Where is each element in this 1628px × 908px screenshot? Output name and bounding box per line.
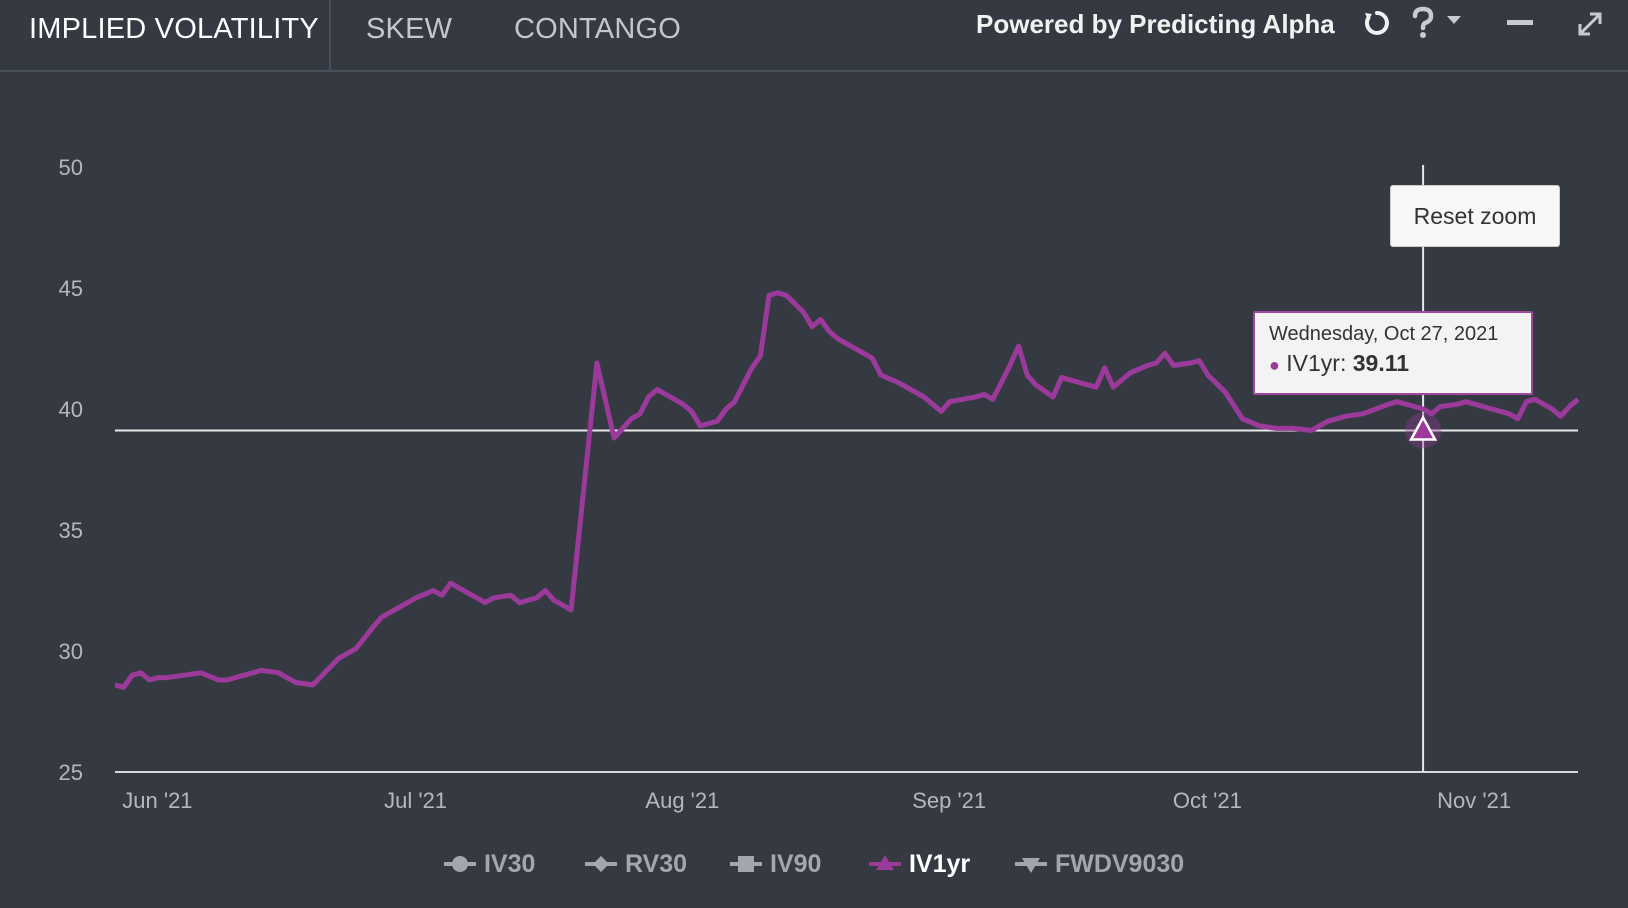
refresh-icon[interactable] (1362, 8, 1392, 38)
gridlines (115, 429, 1578, 773)
chevron-down-icon[interactable] (1446, 14, 1462, 26)
y-tick-label: 45 (59, 276, 83, 301)
legend-symbol-diamond (585, 856, 617, 872)
reset-zoom-button[interactable]: Reset zoom (1390, 185, 1560, 247)
tab-implied-volatility[interactable]: IMPLIED VOLATILITY (29, 13, 319, 45)
y-tick-label: 50 (59, 155, 83, 180)
legend-item-iv30[interactable]: IV30 (443, 846, 535, 882)
x-axis-ticks: Jun '21 Jul '21 Aug '21 Sep '21 Oct '21 Nov '… (122, 788, 1511, 813)
tooltip-row: ● IV1yr: 39.11 (1269, 350, 1410, 376)
legend-label: RV30 (618, 850, 688, 878)
y-tick-label: 30 (59, 639, 83, 664)
x-tick-label: Jun '21 (122, 788, 192, 813)
legend-symbol-square (730, 856, 762, 872)
tab-contango[interactable]: CONTANGO (514, 13, 682, 45)
help-icon[interactable] (1410, 6, 1436, 40)
y-tick-label: 40 (59, 397, 83, 422)
series-line-iv1yr (114, 290, 1580, 690)
legend-label: IV30 (477, 850, 536, 878)
legend-symbol-circle (444, 856, 476, 872)
x-tick-label: Oct '21 (1173, 788, 1242, 813)
legend-item-iv1yr[interactable]: IV1yr (868, 846, 970, 882)
y-tick-label: 25 (59, 760, 83, 785)
legend-symbol-triangle (869, 855, 901, 870)
tooltip-value: 39.11 (1352, 350, 1410, 376)
legend-label: IV90 (763, 850, 822, 878)
y-axis-ticks: 50 45 40 35 30 25 (59, 155, 83, 785)
header-bar: IMPLIED VOLATILITY SKEW CONTANGO Powered… (0, 0, 1628, 72)
x-tick-label: Aug '21 (645, 788, 719, 813)
tooltip-series-name: IV1yr (1286, 350, 1340, 376)
x-tick-label: Jul '21 (384, 788, 447, 813)
x-tick-label: Nov '21 (1437, 788, 1511, 813)
legend-item-iv90[interactable]: IV90 (729, 846, 821, 882)
x-tick-label: Sep '21 (912, 788, 986, 813)
powered-by-label: Powered by Predicting Alpha (976, 9, 1335, 39)
chart-area: 50 45 40 35 30 25 Jun '21 Jul '21 Aug '21 Sep '2… (59, 155, 1580, 813)
minimize-icon[interactable] (1506, 16, 1534, 30)
legend-symbol-triangle-down (1015, 858, 1047, 873)
y-tick-label: 35 (59, 518, 83, 543)
tooltip-series-dot: ● (1269, 355, 1280, 375)
hover-marker-triangle (1408, 414, 1438, 441)
tooltip: Wednesday, Oct 27, 2021 ● IV1yr: 39.11 (1253, 311, 1533, 395)
legend-item-rv30[interactable]: RV30 (584, 846, 687, 882)
tab-divider (329, 0, 331, 72)
expand-icon[interactable] (1576, 10, 1604, 38)
tooltip-date: Wednesday, Oct 27, 2021 (1269, 323, 1499, 345)
legend-item-fwdv9030[interactable]: FWDV9030 (1014, 846, 1184, 882)
tab-skew[interactable]: SKEW (366, 13, 453, 45)
legend-label: IV1yr (902, 850, 971, 878)
legend-label: FWDV9030 (1048, 850, 1185, 878)
